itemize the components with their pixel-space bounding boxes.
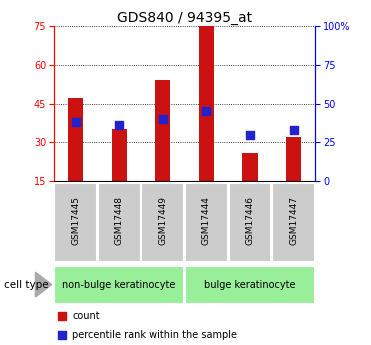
Point <box>59 332 65 338</box>
Title: GDS840 / 94395_at: GDS840 / 94395_at <box>117 11 252 25</box>
Point <box>116 122 122 128</box>
Bar <box>199 26 214 181</box>
Point <box>247 132 253 137</box>
Text: count: count <box>72 312 100 322</box>
Text: GSM17448: GSM17448 <box>115 196 124 245</box>
Polygon shape <box>36 272 52 297</box>
Text: cell type: cell type <box>4 280 48 289</box>
Bar <box>54 183 97 262</box>
Text: GSM17449: GSM17449 <box>158 196 167 245</box>
Point <box>73 119 79 125</box>
Bar <box>286 137 301 181</box>
Bar <box>141 183 184 262</box>
Text: GSM17446: GSM17446 <box>246 196 255 245</box>
Text: GSM17447: GSM17447 <box>289 196 298 245</box>
Point <box>160 116 166 122</box>
Point <box>59 314 65 319</box>
Bar <box>272 183 315 262</box>
Bar <box>229 183 271 262</box>
Text: non-bulge keratinocyte: non-bulge keratinocyte <box>62 280 176 289</box>
Bar <box>98 183 141 262</box>
Bar <box>155 80 170 181</box>
Bar <box>68 98 83 181</box>
Point <box>203 108 209 114</box>
Text: GSM17445: GSM17445 <box>71 196 80 245</box>
Bar <box>54 266 184 304</box>
Bar <box>112 129 127 181</box>
Text: bulge keratinocyte: bulge keratinocyte <box>204 280 296 289</box>
Bar <box>185 183 228 262</box>
Point <box>290 127 296 132</box>
Bar <box>185 266 315 304</box>
Text: percentile rank within the sample: percentile rank within the sample <box>72 330 237 340</box>
Bar <box>242 152 257 181</box>
Text: GSM17444: GSM17444 <box>202 196 211 245</box>
